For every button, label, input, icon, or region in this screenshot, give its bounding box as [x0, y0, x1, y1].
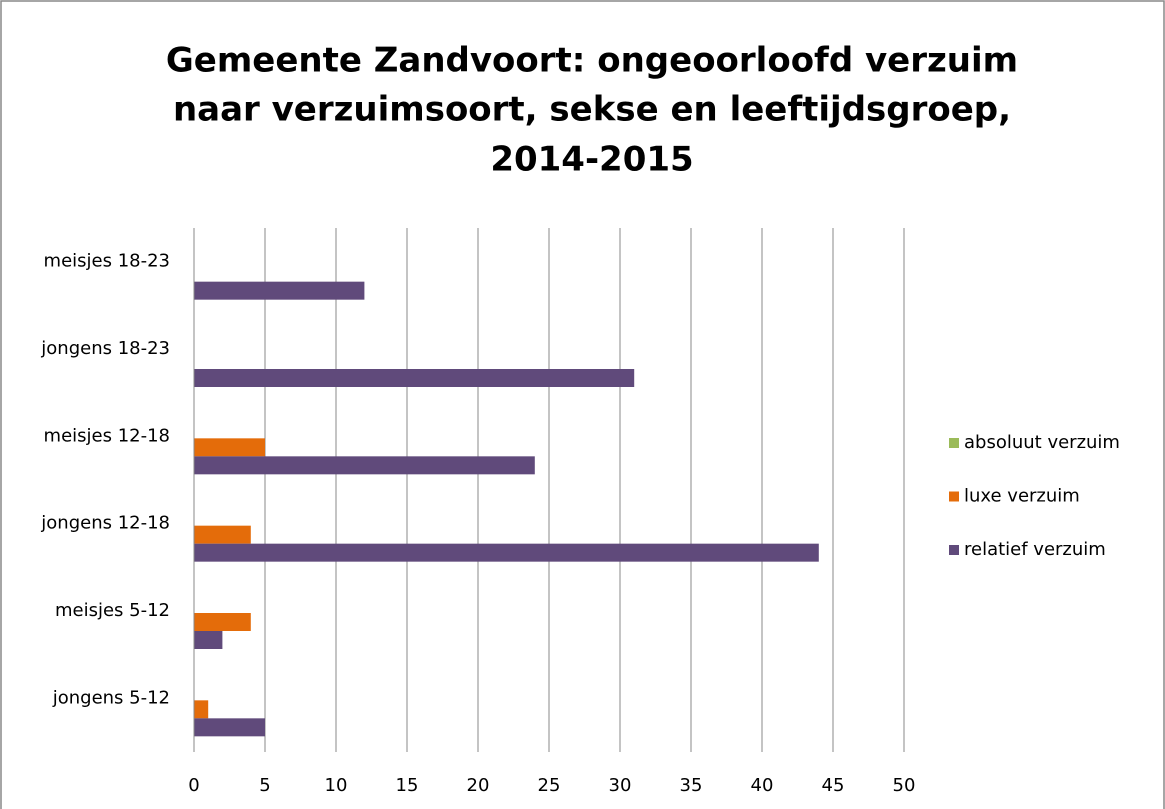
y-tick-label: meisjes 18-23	[44, 251, 170, 272]
chart-title: Gemeente Zandvoort: ongeoorloofd verzuim	[166, 41, 1018, 81]
legend-swatch	[949, 438, 959, 448]
y-tick-label: jongens 12-18	[40, 513, 170, 534]
bar	[194, 543, 819, 562]
y-tick-label: jongens 5-12	[52, 687, 170, 708]
legend-swatch	[949, 491, 959, 502]
legend-label: luxe verzuim	[964, 486, 1080, 507]
bar	[194, 718, 265, 737]
bar	[194, 438, 265, 457]
bar	[194, 700, 209, 719]
x-tick-label: 10	[325, 775, 348, 796]
chart-title: naar verzuimsoort, sekse en leeftijdsgro…	[173, 90, 1011, 130]
y-tick-label: jongens 18-23	[40, 338, 170, 359]
bar	[194, 525, 251, 544]
chart-title: 2014-2015	[490, 140, 693, 180]
legend-label: relatief verzuim	[964, 539, 1106, 560]
x-tick-label: 5	[259, 775, 270, 796]
legend-swatch	[949, 545, 959, 555]
x-tick-label: 0	[188, 775, 199, 796]
x-tick-label: 15	[396, 775, 419, 796]
x-tick-label: 50	[893, 775, 916, 796]
x-tick-label: 45	[822, 775, 845, 796]
bar	[194, 369, 635, 387]
bar	[194, 631, 223, 649]
y-tick-label: meisjes 5-12	[55, 600, 170, 621]
x-tick-label: 25	[538, 775, 561, 796]
x-tick-label: 35	[680, 775, 703, 796]
legend-label: absoluut verzuim	[964, 432, 1120, 453]
x-tick-label: 20	[467, 775, 490, 796]
bar	[194, 456, 535, 475]
bar	[194, 613, 251, 631]
x-tick-label: 40	[751, 775, 774, 796]
y-tick-label: meisjes 12-18	[44, 425, 170, 446]
bar	[194, 281, 365, 300]
x-tick-label: 30	[609, 775, 632, 796]
